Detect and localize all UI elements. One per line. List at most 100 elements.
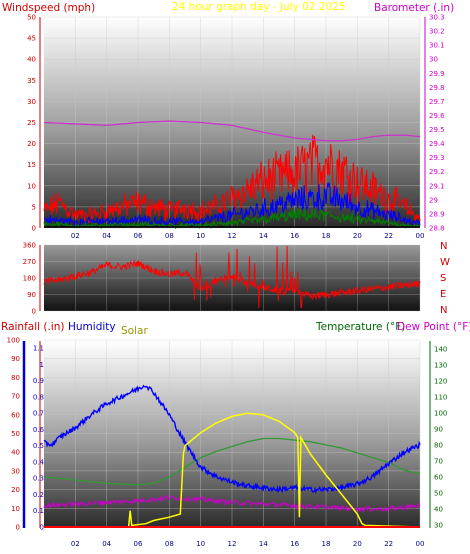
barometer-tick-label: 29.5 [429,126,445,134]
wind-x-tick-label: 14 [259,232,268,240]
barometer-tick-label: 29.2 [429,168,445,176]
barometer-tick-label: 30.3 [429,14,445,22]
wind-y-tick-label: 20 [27,140,36,148]
wind-y-tick-label: 50 [27,14,36,22]
compass-labels: N W S E N [440,241,450,316]
wind-gust-line [43,134,421,225]
barometer-tick-label: 29.3 [429,154,445,162]
temperature-tick-label: 120 [434,377,447,385]
solar-label: Solar [121,325,148,337]
weather-x-tick-label: 10 [196,540,205,548]
rainfall-tick-label: 0 [40,524,44,532]
direction-panel-axes: 0 90 180 270 360 [23,242,41,316]
direction-y-tick-label: 360 [23,242,36,250]
temperature-line [44,437,421,486]
wind-x-tick-label: 08 [165,232,174,240]
windspeed-label: Windspeed (mph) [2,2,95,14]
humidity-tick-label: 90 [11,355,20,363]
weather-x-tick-label: 16 [290,540,299,548]
wind-x-tick-label: 22 [384,232,393,240]
compass-e: E [440,289,446,300]
wind-y-tick-label: 40 [27,56,36,64]
weather-x-tick-label: 12 [228,540,237,548]
humidity-tick-label: 70 [11,393,20,401]
dewpoint-line [43,494,421,513]
humidity-tick-label: 60 [11,411,20,419]
rainfall-tick-label: 0.6 [33,426,45,434]
barometer-tick-label: 29 [429,196,438,204]
weather-x-tick-label: 22 [384,540,393,548]
humidity-tick-label: 40 [11,449,20,457]
wind-y-tick-label: 15 [27,161,36,169]
compass-s: S [440,273,446,284]
barometer-tick-label: 29.6 [429,112,445,120]
weather-x-tick-label: 18 [322,540,331,548]
humidity-tick-label: 80 [11,374,20,382]
solar-line [44,412,421,528]
compass-n-top: N [440,241,447,252]
humidity-line [43,384,421,495]
barometer-tick-label: 28.9 [429,210,445,218]
direction-panel-data [43,245,421,309]
temperature-tick-label: 50 [434,489,443,497]
humidity-tick-label: 50 [11,430,20,438]
barometer-tick-label: 29.4 [429,140,445,148]
wind-y-tick-label: 0 [32,225,36,233]
temperature-tick-label: 130 [434,361,447,369]
wind-panel-grid [44,16,421,229]
dewpoint-label: Dew Point (°F) [397,321,470,333]
wind-y-tick-label: 45 [27,35,36,43]
weather-x-tick-label: 02 [71,540,80,548]
barometer-tick-label: 28.8 [429,225,445,233]
temperature-label: Temperature (°F) [315,321,405,333]
compass-w: W [440,257,450,268]
temperature-tick-label: 80 [434,441,443,449]
direction-y-tick-label: 180 [23,275,36,283]
weather-x-tick-label: 06 [134,540,143,548]
temperature-tick-label: 100 [434,409,447,417]
weather-panel-data [43,384,421,528]
humidity-tick-label: 0 [16,524,20,532]
rainfall-tick-label: 0.7 [33,410,44,418]
wind-x-tick-label: 12 [228,232,237,240]
weather-panel-axes: 010203040506070809010000.10.20.30.40.50.… [7,337,448,549]
barometer-tick-label: 29.8 [429,84,445,92]
wind-x-tick-label: 02 [71,232,80,240]
humidity-tick-label: 100 [7,337,20,345]
wind-panel-axes: 0 5 10 15 20 25 30 35 40 45 50 02 04 06 08 10 12 14 16 18 20… [27,14,445,241]
compass-n-bottom: N [440,305,447,316]
wind-y-tick-label: 25 [27,119,36,127]
barometer-tick-label: 29.7 [429,98,445,106]
weather-x-tick-label: 14 [259,540,268,548]
rainfall-tick-label: 0.8 [33,393,44,401]
temperature-tick-label: 40 [434,505,443,513]
rainfall-tick-label: 0.3 [33,475,44,483]
wind-direction-line [43,245,421,309]
humidity-label: Humidity [68,321,116,333]
direction-y-tick-label: 0 [32,308,36,316]
rainfall-tick-label: 0.1 [33,507,44,515]
barometer-tick-label: 29.1 [429,182,445,190]
wind-x-tick-label: 18 [322,232,331,240]
wind-panel-data [43,120,421,230]
direction-y-tick-label: 270 [23,258,36,266]
rainfall-tick-label: 0.9 [33,377,44,385]
wind-y-tick-label: 35 [27,77,36,85]
weather-x-tick-label: 04 [102,540,111,548]
temperature-tick-label: 140 [434,345,447,353]
rainfall-tick-label: 0.4 [33,458,45,466]
weather-x-tick-label: 00 [416,540,425,548]
humidity-tick-label: 10 [11,505,20,513]
wind-average-line [43,182,421,228]
humidity-tick-label: 20 [11,486,20,494]
direction-y-tick-label: 90 [27,291,36,299]
wind-y-tick-label: 30 [27,98,36,106]
wind-x-tick-label: 16 [290,232,299,240]
wind-x-tick-label: 04 [102,232,111,240]
temperature-tick-label: 60 [434,473,443,481]
weather-x-tick-label: 20 [353,540,362,548]
humidity-tick-label: 30 [11,467,20,475]
barometer-label: Barometer (.in) [374,2,454,14]
temperature-tick-label: 90 [434,425,443,433]
